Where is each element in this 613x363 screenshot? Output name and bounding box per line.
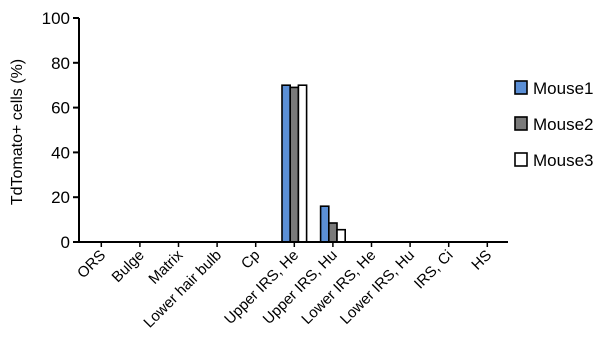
legend-swatch-mouse2 bbox=[514, 116, 528, 131]
y-tick-label: 60 bbox=[51, 99, 70, 118]
legend-label-mouse1: Mouse1 bbox=[533, 79, 593, 98]
y-ticks-group: 0 20 40 60 80 100 bbox=[42, 9, 79, 252]
y-tick-label: 0 bbox=[61, 233, 70, 252]
legend-label-mouse2: Mouse2 bbox=[533, 115, 593, 134]
axes-group bbox=[78, 18, 508, 243]
bar-mouse2-5 bbox=[289, 86, 300, 243]
y-tick-label: 40 bbox=[51, 143, 70, 162]
y-axis-title: TdTomato+ cells (%) bbox=[9, 59, 26, 205]
bar-mouse3-5 bbox=[297, 84, 308, 243]
y-tick-label: 20 bbox=[51, 188, 70, 207]
x-category-label: IRS, Ci bbox=[411, 247, 457, 293]
bar-mouse2-6 bbox=[327, 222, 338, 243]
legend: Mouse1 Mouse2 Mouse3 bbox=[514, 79, 593, 170]
bar-mouse3-6 bbox=[336, 228, 346, 243]
legend-swatch-mouse1 bbox=[514, 80, 528, 95]
y-tick-label: 80 bbox=[51, 54, 70, 73]
bar-mouse1-5 bbox=[281, 84, 291, 243]
legend-swatch-mouse3 bbox=[514, 152, 528, 167]
legend-label-mouse3: Mouse3 bbox=[533, 151, 593, 170]
y-tick-label: 100 bbox=[42, 9, 70, 28]
x-category-label: Bulge bbox=[109, 247, 148, 286]
bar-mouse1-6 bbox=[319, 205, 330, 243]
x-category-label: Cp bbox=[238, 247, 264, 273]
bars-group bbox=[281, 84, 346, 243]
x-category-label: ORS bbox=[74, 247, 109, 282]
x-category-label: HS bbox=[468, 247, 495, 274]
